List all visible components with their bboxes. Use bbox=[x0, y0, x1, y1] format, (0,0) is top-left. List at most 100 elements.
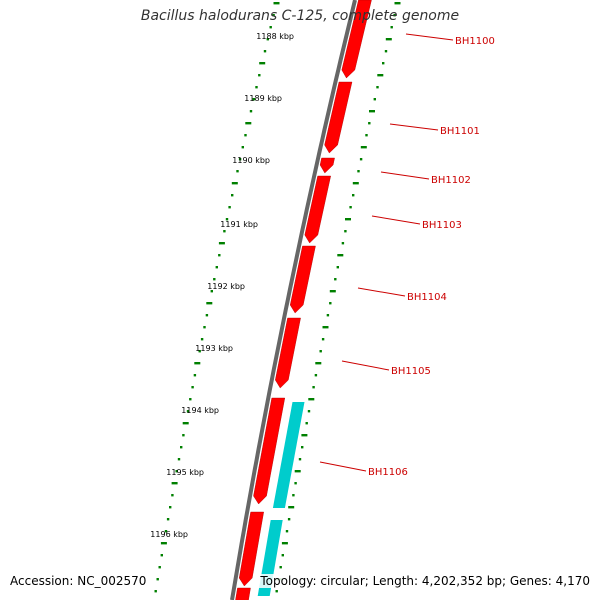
inner-scale-ticks bbox=[154, 2, 280, 593]
outer-tick bbox=[298, 458, 302, 461]
inner-tick bbox=[160, 554, 163, 557]
outer-tick bbox=[288, 506, 295, 509]
gene-label-line bbox=[380, 171, 430, 180]
inner-tick bbox=[210, 290, 213, 293]
outer-tick bbox=[360, 146, 367, 149]
gene-label: BH1100 bbox=[455, 36, 495, 47]
inner-tick bbox=[182, 434, 185, 437]
inner-tick bbox=[160, 542, 167, 545]
outer-tick bbox=[294, 470, 301, 473]
inner-tick bbox=[244, 134, 247, 137]
outer-tick bbox=[315, 362, 322, 365]
inner-tick bbox=[213, 278, 216, 281]
inner-tick bbox=[249, 110, 253, 113]
inner-tick bbox=[154, 590, 157, 593]
outer-tick bbox=[390, 26, 393, 29]
gene-label-lines bbox=[319, 33, 454, 472]
inner-tick bbox=[166, 518, 170, 521]
gene-label-line bbox=[389, 123, 439, 131]
inner-tick bbox=[186, 410, 190, 413]
gene-features bbox=[235, 0, 372, 600]
gene-label: BH1106 bbox=[368, 467, 408, 478]
inner-tick bbox=[191, 386, 194, 389]
outer-tick bbox=[369, 110, 375, 113]
outer-tick bbox=[287, 518, 291, 521]
outer-tick bbox=[279, 566, 282, 569]
outer-tick bbox=[292, 494, 295, 497]
forward-gene-arrow bbox=[238, 511, 264, 587]
inner-tick bbox=[266, 38, 269, 41]
outer-tick bbox=[314, 374, 318, 377]
outer-tick bbox=[341, 242, 345, 245]
outer-tick bbox=[322, 326, 329, 329]
inner-tick bbox=[175, 470, 178, 473]
inner-tick bbox=[193, 374, 197, 377]
outer-tick bbox=[357, 170, 360, 173]
outer-tick bbox=[334, 278, 337, 281]
gene-label-line bbox=[371, 215, 421, 225]
outer-tick bbox=[326, 314, 330, 317]
outer-tick bbox=[337, 254, 344, 257]
outer-tick bbox=[305, 422, 308, 425]
inner-tick bbox=[158, 566, 161, 569]
outer-tick bbox=[307, 410, 311, 413]
outer-tick bbox=[377, 74, 384, 77]
scale-label: 1196 kbp bbox=[150, 530, 188, 539]
scale-labels: 1188 kbp 1189 kbp 1190 kbp 1191 kbp 1192 kbp… bbox=[150, 32, 294, 539]
inner-tick bbox=[263, 50, 267, 53]
scale-label: 1189 kbp bbox=[244, 94, 282, 103]
outer-tick bbox=[281, 554, 284, 557]
outer-tick bbox=[301, 446, 304, 449]
inner-tick bbox=[238, 158, 242, 161]
inner-tick bbox=[180, 446, 183, 449]
forward-gene-arrow bbox=[324, 81, 353, 154]
outer-tick bbox=[319, 350, 322, 353]
outer-tick bbox=[294, 482, 297, 485]
gene-label-line bbox=[319, 461, 367, 472]
inner-tick bbox=[231, 194, 234, 197]
forward-gene-arrow bbox=[235, 587, 251, 600]
inner-tick bbox=[225, 218, 229, 221]
outer-tick bbox=[281, 542, 288, 545]
gene-labels: BH1100 BH1101 BH1102 BH1103 BH1104 BH1105 BH11… bbox=[368, 36, 495, 478]
outer-tick bbox=[373, 98, 376, 101]
inner-tick bbox=[218, 254, 221, 257]
forward-gene-arrow bbox=[275, 317, 301, 389]
inner-tick bbox=[255, 86, 258, 89]
inner-tick bbox=[272, 14, 275, 17]
inner-tick bbox=[169, 506, 172, 509]
inner-tick bbox=[198, 350, 201, 353]
outer-tick bbox=[394, 2, 401, 5]
inner-tick bbox=[252, 98, 255, 101]
inner-tick bbox=[177, 458, 181, 461]
outer-tick bbox=[376, 86, 379, 89]
outer-tick bbox=[385, 38, 392, 41]
inner-tick bbox=[203, 326, 206, 329]
inner-tick bbox=[206, 302, 213, 305]
outer-tick bbox=[384, 50, 388, 53]
outer-tick bbox=[329, 290, 336, 293]
inner-tick bbox=[182, 422, 189, 425]
outer-tick bbox=[321, 338, 325, 341]
inner-tick bbox=[223, 230, 226, 233]
gene-label-line bbox=[357, 287, 406, 297]
outer-tick bbox=[365, 134, 368, 137]
outer-tick bbox=[285, 530, 289, 533]
outer-tick bbox=[382, 62, 385, 65]
inner-tick bbox=[171, 482, 178, 485]
outer-tick bbox=[344, 230, 347, 233]
forward-gene-arrow bbox=[304, 175, 331, 244]
inner-tick bbox=[228, 206, 231, 209]
inner-tick bbox=[215, 266, 218, 269]
outer-scale-ticks bbox=[275, 2, 401, 593]
gene-label: BH1105 bbox=[391, 366, 431, 377]
gene-label-line bbox=[405, 33, 454, 41]
inner-tick bbox=[231, 182, 238, 185]
outer-tick bbox=[345, 218, 351, 221]
outer-tick bbox=[352, 194, 355, 197]
scale-label: 1192 kbp bbox=[207, 282, 245, 291]
scale-label: 1190 kbp bbox=[232, 156, 270, 165]
forward-gene-arrow bbox=[319, 157, 335, 174]
outer-tick bbox=[275, 590, 278, 593]
